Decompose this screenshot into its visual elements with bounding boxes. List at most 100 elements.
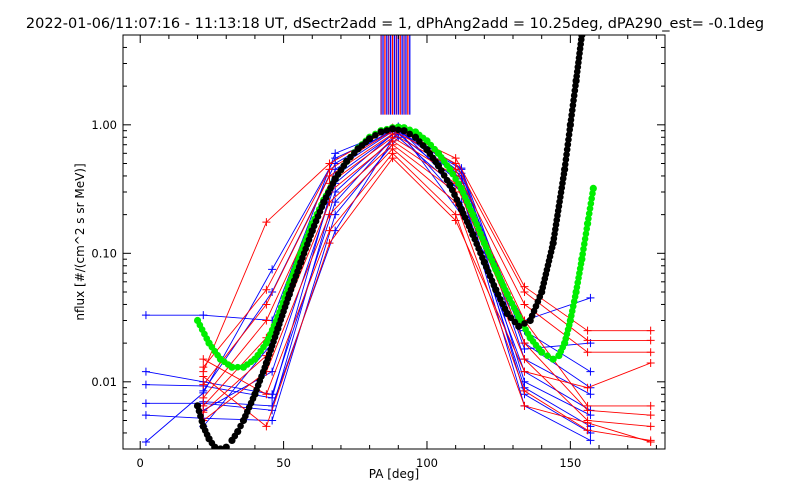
- x-tick-label: 0: [137, 456, 144, 470]
- curve-point: [247, 358, 255, 366]
- curve-point: [566, 121, 574, 129]
- curve-point: [452, 175, 459, 183]
- curve-point: [524, 330, 532, 337]
- curve-point: [582, 230, 590, 238]
- curve-point: [388, 125, 397, 133]
- series-blue-7: [199, 125, 595, 415]
- curve-point: [372, 132, 379, 139]
- plus-marker: [199, 355, 208, 364]
- curve-point: [443, 176, 451, 184]
- plus-marker: [520, 300, 529, 309]
- plus-marker: [646, 438, 655, 447]
- series-blue-4: [141, 124, 595, 447]
- curve-point: [559, 343, 567, 351]
- curve-point: [455, 201, 463, 208]
- curve-point: [535, 345, 543, 352]
- curve-black: [193, 35, 586, 449]
- y-tick-label: 1.00: [91, 118, 117, 132]
- plus-marker: [583, 426, 592, 435]
- curve-point: [351, 149, 358, 157]
- axis-layer: 0 50 100 150 0.01 0.10 1.00: [91, 34, 665, 470]
- curve-point: [581, 235, 589, 243]
- curve-point: [479, 254, 486, 262]
- curve-point: [564, 141, 572, 148]
- curve-point: [214, 351, 221, 359]
- curve-point: [577, 260, 585, 268]
- curve-point: [237, 422, 244, 430]
- plus-marker: [520, 355, 529, 364]
- vertical-bar-group: [380, 35, 411, 115]
- curve-point: [585, 210, 593, 217]
- curve-point: [587, 200, 595, 207]
- curve-point: [583, 225, 591, 233]
- plus-marker: [325, 226, 334, 235]
- curve-point: [234, 363, 242, 371]
- plus-marker: [141, 367, 150, 376]
- curve-point: [583, 220, 592, 228]
- curve-point: [455, 180, 462, 187]
- plus-marker: [268, 416, 277, 425]
- curve-point: [203, 335, 211, 342]
- curve-point: [406, 130, 414, 138]
- plus-marker: [388, 154, 397, 163]
- curve-point: [521, 320, 528, 327]
- data-layer: [141, 35, 655, 449]
- curve-point: [549, 355, 557, 363]
- curve-point: [395, 126, 402, 134]
- curve-point: [562, 156, 570, 163]
- curve-point: [284, 295, 292, 302]
- plus-marker: [646, 422, 655, 431]
- curve-point: [560, 170, 568, 178]
- curve-point: [513, 309, 520, 316]
- plus-marker: [646, 359, 655, 368]
- plus-marker: [583, 336, 592, 345]
- curve-point: [449, 170, 457, 178]
- plus-marker: [646, 411, 655, 420]
- curve-point: [340, 162, 348, 169]
- series-line: [145, 133, 591, 434]
- curve-point: [563, 146, 571, 153]
- curve-point: [589, 190, 596, 197]
- series-blue-1: [141, 126, 595, 420]
- plus-marker: [141, 399, 150, 408]
- curve-point: [490, 261, 498, 269]
- plus-marker: [646, 336, 655, 345]
- curve-point: [400, 127, 408, 135]
- curve-point: [419, 142, 427, 149]
- plus-marker: [325, 171, 334, 180]
- curve-point: [198, 417, 206, 425]
- curve-point: [566, 126, 574, 134]
- plus-marker: [586, 367, 595, 376]
- x-axis-label: PA [deg]: [369, 467, 419, 481]
- curve-point: [577, 36, 585, 43]
- curve-point: [569, 101, 577, 109]
- curve-point: [208, 439, 216, 447]
- curve-point: [589, 184, 597, 193]
- plus-marker: [520, 339, 529, 348]
- curve-point: [511, 318, 519, 326]
- plus-marker: [583, 418, 592, 427]
- plus-marker: [583, 383, 592, 392]
- series-red-17: [199, 149, 655, 447]
- series-red-16: [199, 144, 655, 445]
- curve-point: [438, 167, 445, 174]
- x-tick-label: 100: [416, 456, 438, 470]
- plus-marker: [586, 436, 595, 445]
- y-tick-label: 0.10: [91, 246, 117, 260]
- plus-marker: [646, 326, 655, 335]
- plus-marker: [451, 216, 460, 225]
- curve-point: [588, 195, 595, 202]
- curve-point: [563, 151, 570, 158]
- curve-point: [432, 158, 439, 166]
- plus-marker: [262, 300, 271, 309]
- series-line: [203, 128, 591, 411]
- plus-marker: [325, 239, 334, 248]
- series-red-18: [199, 154, 655, 431]
- curve-point: [416, 138, 423, 145]
- plus-marker: [520, 386, 529, 395]
- curve-point: [490, 281, 498, 289]
- curve-point: [347, 153, 354, 161]
- series-blue-0: [141, 123, 595, 392]
